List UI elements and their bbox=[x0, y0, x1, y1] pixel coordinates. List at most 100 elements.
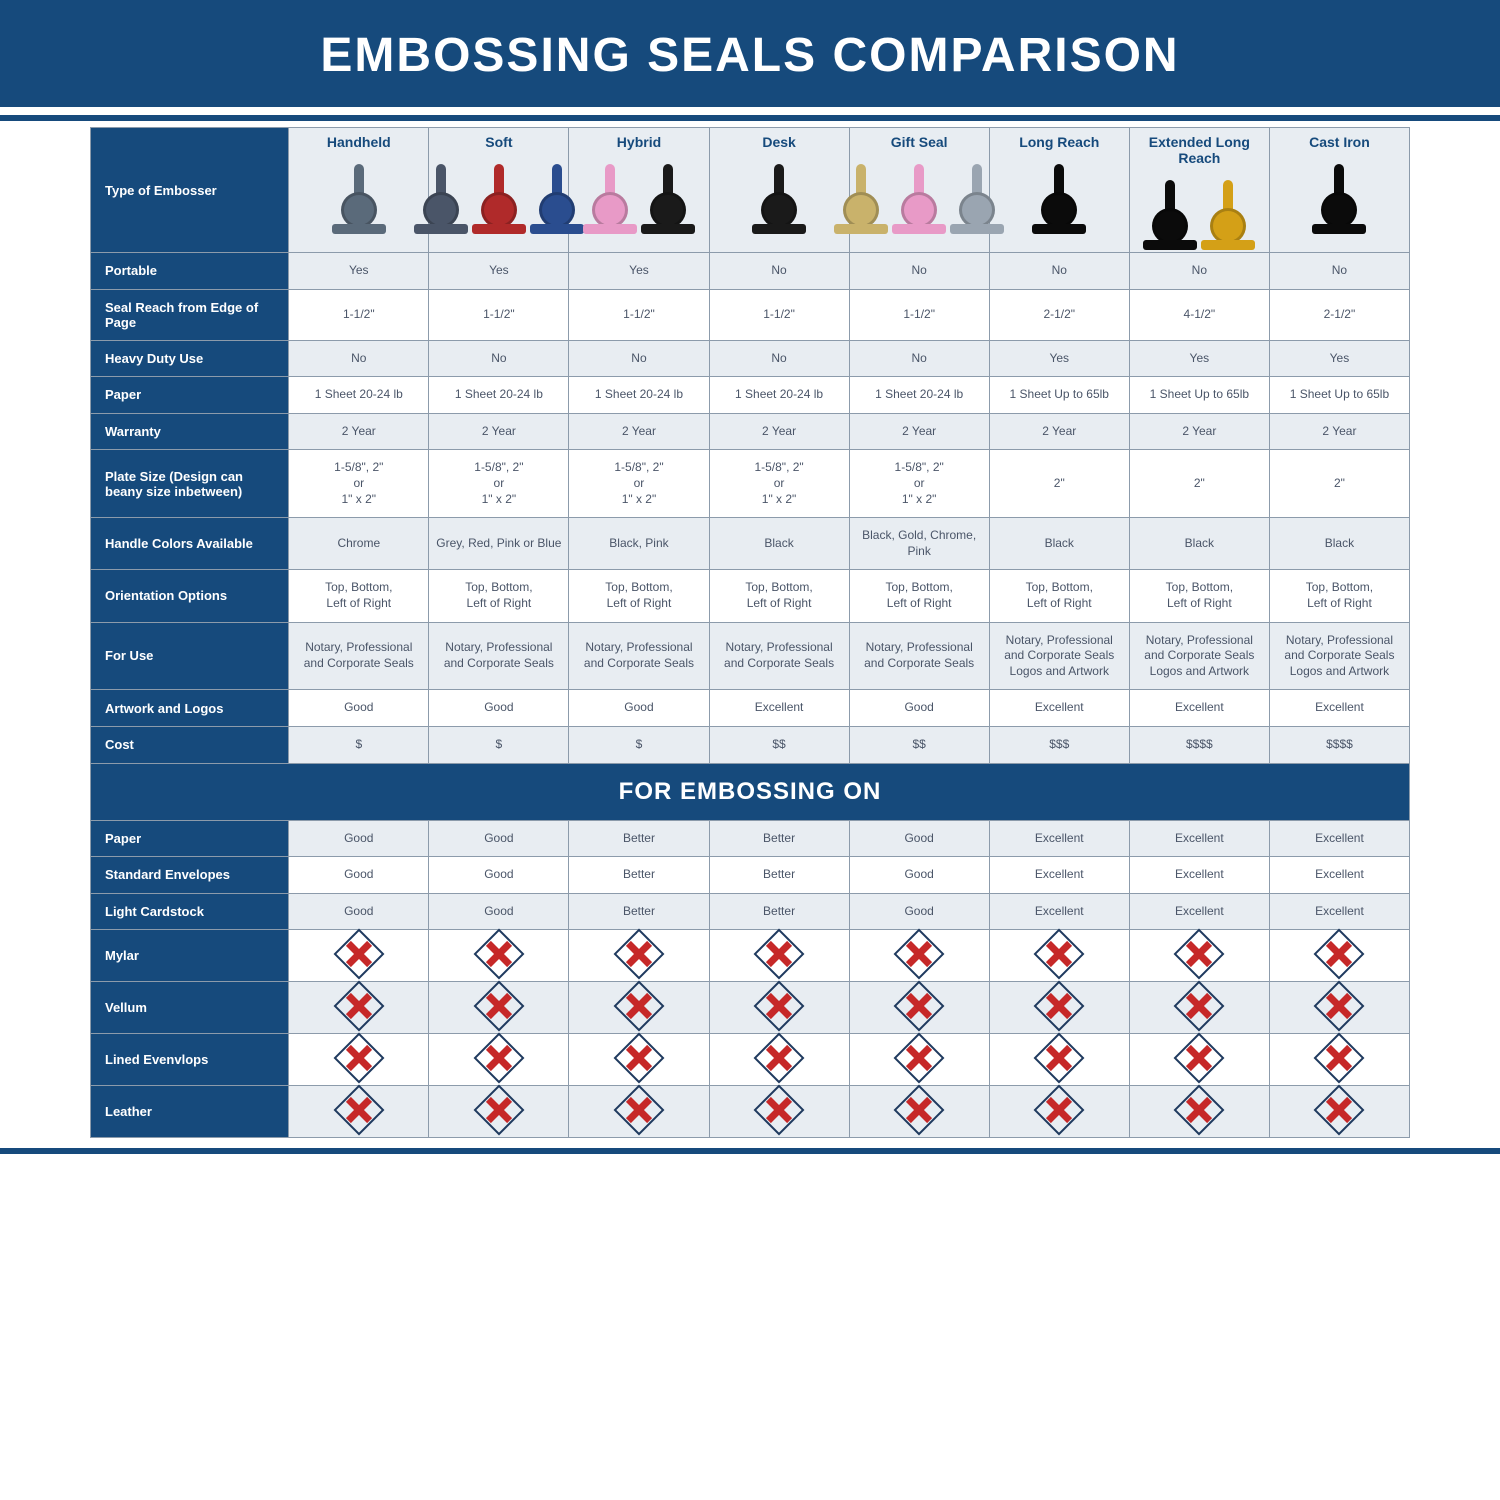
table-cell: 1-1/2" bbox=[569, 289, 709, 340]
column-header-label: Gift Seal bbox=[854, 134, 985, 150]
table-row: Cost$$$$$$$$$$$$$$$$$$ bbox=[91, 726, 1410, 763]
table-cell bbox=[569, 1086, 709, 1138]
embosser-icon bbox=[433, 152, 564, 234]
table-cell: Notary, Professionaland Corporate Seals bbox=[569, 622, 709, 690]
not-supported-icon bbox=[1325, 992, 1353, 1020]
table-cell: Notary, Professionaland Corporate SealsL… bbox=[1129, 622, 1269, 690]
row-header: Heavy Duty Use bbox=[91, 340, 289, 377]
not-supported-icon bbox=[905, 992, 933, 1020]
embosser-icon bbox=[854, 152, 985, 234]
row-header: Paper bbox=[91, 820, 289, 857]
page-title: EMBOSSING SEALS COMPARISON bbox=[0, 28, 1500, 83]
table-cell: Grey, Red, Pink or Blue bbox=[429, 518, 569, 570]
column-header-label: Extended Long Reach bbox=[1134, 134, 1265, 166]
table-cell: 2 Year bbox=[1269, 413, 1409, 450]
column-header-label: Cast Iron bbox=[1274, 134, 1405, 150]
embosser-icon bbox=[1134, 168, 1265, 250]
column-header-label: Hybrid bbox=[573, 134, 704, 150]
cell-value: Excellent bbox=[1315, 867, 1364, 881]
not-supported-icon bbox=[485, 1096, 513, 1124]
table-cell: 1 Sheet 20-24 lb bbox=[429, 377, 569, 414]
table-row: Paper1 Sheet 20-24 lb1 Sheet 20-24 lb1 S… bbox=[91, 377, 1410, 414]
table-cell: Better bbox=[569, 820, 709, 857]
table-cell: Top, Bottom,Left of Right bbox=[989, 570, 1129, 622]
table-cell: Excellent bbox=[1129, 857, 1269, 894]
section-label: FOR EMBOSSING ON bbox=[91, 763, 1410, 820]
cell-value: Excellent bbox=[1315, 831, 1364, 845]
table-cell bbox=[289, 982, 429, 1034]
cell-value: Better bbox=[763, 831, 795, 845]
table-cell: Yes bbox=[569, 253, 709, 290]
cell-value: No bbox=[631, 351, 646, 365]
table-cell: Better bbox=[569, 857, 709, 894]
cell-value: Black bbox=[1185, 536, 1214, 550]
embosser-icon bbox=[1274, 152, 1405, 234]
cell-value: Yes bbox=[1049, 351, 1069, 365]
table-cell bbox=[429, 930, 569, 982]
table-cell: $$$ bbox=[989, 726, 1129, 763]
cell-value: Good bbox=[904, 831, 933, 845]
column-header: Gift Seal bbox=[849, 128, 989, 253]
table-cell: 1-1/2" bbox=[289, 289, 429, 340]
row-header: Warranty bbox=[91, 413, 289, 450]
table-cell: No bbox=[709, 253, 849, 290]
cell-value: 2-1/2" bbox=[1324, 307, 1356, 321]
table-cell: Good bbox=[289, 857, 429, 894]
cell-value: 1 Sheet Up to 65lb bbox=[1290, 387, 1389, 401]
cell-value: 1 Sheet Up to 65lb bbox=[1150, 387, 1249, 401]
table-cell: 1-5/8", 2"or1" x 2" bbox=[429, 450, 569, 518]
cell-value: Good bbox=[904, 904, 933, 918]
cell-value: Notary, Professionaland Corporate Seals bbox=[584, 640, 694, 670]
cell-value: 2 Year bbox=[342, 424, 376, 438]
table-row: Standard EnvelopesGoodGoodBetterBetterGo… bbox=[91, 857, 1410, 894]
cell-value: 1 Sheet 20-24 lb bbox=[875, 387, 963, 401]
cell-value: Excellent bbox=[1315, 904, 1364, 918]
table-cell: Excellent bbox=[1129, 893, 1269, 930]
cell-value: No bbox=[351, 351, 366, 365]
cell-value: Excellent bbox=[1035, 700, 1084, 714]
cell-value: $$ bbox=[912, 737, 925, 751]
cell-value: Good bbox=[904, 700, 933, 714]
table-cell bbox=[989, 1086, 1129, 1138]
table-cell bbox=[1129, 982, 1269, 1034]
table-cell bbox=[429, 1086, 569, 1138]
table-cell bbox=[1269, 1034, 1409, 1086]
column-header: Long Reach bbox=[989, 128, 1129, 253]
table-cell: 1-5/8", 2"or1" x 2" bbox=[709, 450, 849, 518]
cell-value: Top, Bottom,Left of Right bbox=[1306, 580, 1373, 610]
cell-value: Better bbox=[763, 867, 795, 881]
embosser-icon bbox=[293, 152, 424, 234]
column-header: Extended Long Reach bbox=[1129, 128, 1269, 253]
table-cell: No bbox=[849, 340, 989, 377]
not-supported-icon bbox=[1045, 1096, 1073, 1124]
table-cell: 1-5/8", 2"or1" x 2" bbox=[569, 450, 709, 518]
cell-value: 1-1/2" bbox=[763, 307, 795, 321]
table-cell: Notary, Professionaland Corporate SealsL… bbox=[1269, 622, 1409, 690]
table-cell: No bbox=[989, 253, 1129, 290]
cell-value: 2 Year bbox=[1182, 424, 1216, 438]
table-cell: 2 Year bbox=[849, 413, 989, 450]
not-supported-icon bbox=[1185, 1044, 1213, 1072]
not-supported-icon bbox=[625, 1044, 653, 1072]
cell-value: Yes bbox=[1330, 351, 1350, 365]
row-header: Light Cardstock bbox=[91, 893, 289, 930]
table-cell bbox=[429, 1034, 569, 1086]
cell-value: 2 Year bbox=[622, 424, 656, 438]
cell-value: $ bbox=[636, 737, 643, 751]
table-cell: 2" bbox=[989, 450, 1129, 518]
table-cell bbox=[569, 1034, 709, 1086]
cell-value: Better bbox=[763, 904, 795, 918]
not-supported-icon bbox=[905, 1044, 933, 1072]
table-row: Lined Evenvlops bbox=[91, 1034, 1410, 1086]
cell-value: Excellent bbox=[1175, 700, 1224, 714]
table-cell: Good bbox=[429, 690, 569, 727]
row-header: Portable bbox=[91, 253, 289, 290]
table-cell bbox=[989, 1034, 1129, 1086]
embosser-icon bbox=[573, 152, 704, 234]
not-supported-icon bbox=[1045, 992, 1073, 1020]
not-supported-icon bbox=[1185, 940, 1213, 968]
cell-value: No bbox=[911, 351, 926, 365]
cell-value: Excellent bbox=[1035, 904, 1084, 918]
bottom-divider bbox=[0, 1148, 1500, 1154]
cell-value: $$ bbox=[772, 737, 785, 751]
